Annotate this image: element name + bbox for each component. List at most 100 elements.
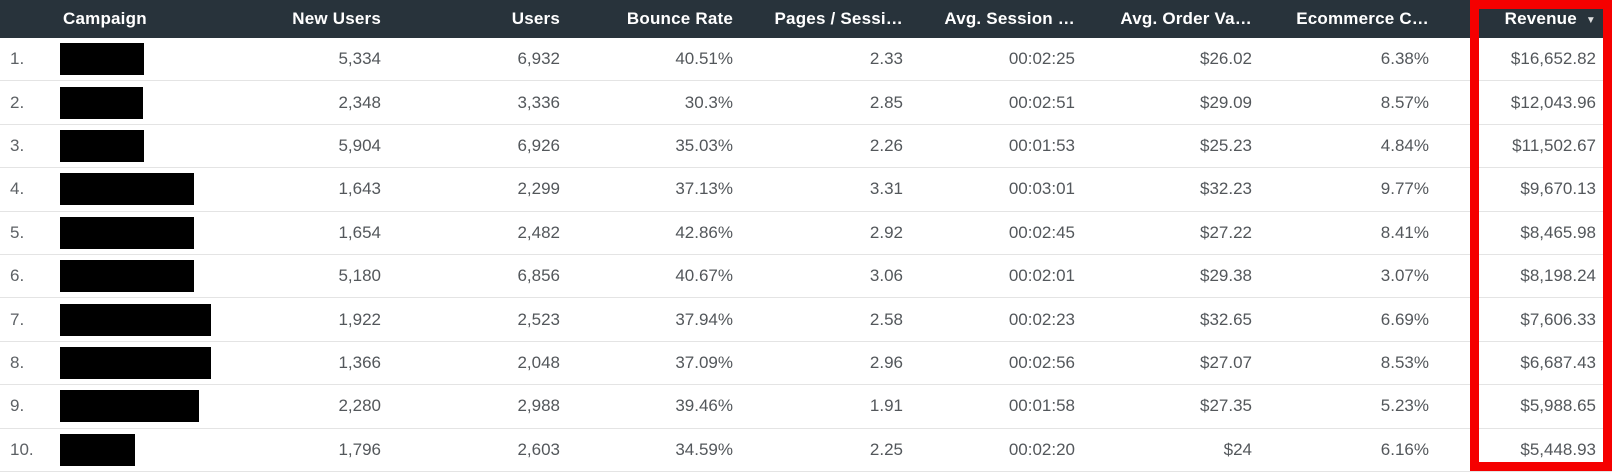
cell-new-users: 5,180 xyxy=(338,266,381,286)
cell-avg-session-duration: 00:02:56 xyxy=(1008,352,1075,372)
cell-users: 2,988 xyxy=(517,396,560,416)
redacted-campaign-name xyxy=(60,86,143,119)
cell-revenue: $8,465.98 xyxy=(1520,222,1596,242)
cell-revenue: $6,687.43 xyxy=(1520,352,1596,372)
cell-new-users: 1,654 xyxy=(338,222,381,242)
cell-users: 6,932 xyxy=(517,49,560,69)
redacted-campaign-name xyxy=(60,433,135,466)
redacted-campaign-name xyxy=(60,260,194,293)
cell-users: 6,926 xyxy=(517,135,560,155)
row-index: 6. xyxy=(10,266,25,286)
cell-new-users: 1,643 xyxy=(338,179,381,199)
cell-bounce-rate: 39.46% xyxy=(675,396,733,416)
cell-avg-order-value: $24 xyxy=(1223,439,1252,459)
column-header-new-users[interactable]: New Users xyxy=(292,9,381,28)
cell-bounce-rate: 35.03% xyxy=(675,135,733,155)
cell-users: 2,482 xyxy=(517,222,560,242)
campaign-cell: 9. xyxy=(0,385,211,427)
campaign-cell: 1. xyxy=(0,38,211,80)
column-header-users[interactable]: Users xyxy=(511,9,560,28)
row-index: 5. xyxy=(10,222,25,242)
cell-pages-per-session: 2.85 xyxy=(869,92,903,112)
cell-new-users: 1,922 xyxy=(338,309,381,329)
table-body: 1. 5,334 6,932 40.51% 2.33 00:02:25 $26.02 6.38… xyxy=(0,38,1612,472)
row-index: 4. xyxy=(10,179,25,199)
column-header-pages-per-session[interactable]: Pages / Sessi… xyxy=(774,9,903,28)
sort-descending-icon[interactable]: ▼ xyxy=(1585,14,1596,26)
cell-avg-order-value: $26.02 xyxy=(1200,49,1252,69)
cell-bounce-rate: 37.13% xyxy=(675,179,733,199)
cell-bounce-rate: 40.51% xyxy=(675,49,733,69)
row-index: 3. xyxy=(10,135,25,155)
table-row: 8. 1,366 2,048 37.09% 2.96 00:02:56 $27.07 8.53… xyxy=(0,341,1612,386)
cell-ecommerce-conversion-rate: 4.84% xyxy=(1380,135,1429,155)
campaign-cell: 7. xyxy=(0,298,211,340)
cell-ecommerce-conversion-rate: 3.07% xyxy=(1380,266,1429,286)
row-index: 7. xyxy=(10,309,25,329)
redacted-campaign-name xyxy=(60,303,211,336)
table-row: 9. 2,280 2,988 39.46% 1.91 00:01:58 $27.35 5.23… xyxy=(0,385,1612,429)
cell-ecommerce-conversion-rate: 9.77% xyxy=(1380,179,1429,199)
redacted-campaign-name xyxy=(60,346,211,379)
cell-ecommerce-conversion-rate: 5.23% xyxy=(1380,396,1429,416)
cell-avg-session-duration: 00:02:51 xyxy=(1008,92,1075,112)
cell-avg-session-duration: 00:02:23 xyxy=(1008,309,1075,329)
column-header-bounce-rate[interactable]: Bounce Rate xyxy=(626,9,733,28)
cell-avg-session-duration: 00:02:25 xyxy=(1008,49,1075,69)
cell-pages-per-session: 2.96 xyxy=(869,352,903,372)
cell-users: 2,603 xyxy=(517,439,560,459)
cell-avg-order-value: $29.38 xyxy=(1200,266,1252,286)
cell-revenue: $9,670.13 xyxy=(1520,179,1596,199)
cell-avg-order-value: $32.23 xyxy=(1200,179,1252,199)
redacted-campaign-name xyxy=(60,43,144,76)
campaign-cell: 5. xyxy=(0,212,211,254)
cell-avg-session-duration: 00:02:20 xyxy=(1008,439,1075,459)
cell-revenue: $8,198.24 xyxy=(1520,266,1596,286)
cell-bounce-rate: 30.3% xyxy=(684,92,733,112)
cell-avg-session-duration: 00:02:01 xyxy=(1008,266,1075,286)
row-index: 8. xyxy=(10,352,25,372)
column-header-avg-session[interactable]: Avg. Session … xyxy=(944,9,1075,28)
column-header-avg-order-value[interactable]: Avg. Order Va… xyxy=(1120,9,1252,28)
cell-pages-per-session: 2.33 xyxy=(869,49,903,69)
cell-revenue: $12,043.96 xyxy=(1510,92,1596,112)
table-row: 5. 1,654 2,482 42.86% 2.92 00:02:45 $27.22 8.41… xyxy=(0,211,1612,255)
cell-pages-per-session: 2.92 xyxy=(869,222,903,242)
cell-revenue: $5,988.65 xyxy=(1520,396,1596,416)
cell-pages-per-session: 3.31 xyxy=(869,179,903,199)
row-index: 1. xyxy=(10,49,25,69)
cell-avg-session-duration: 00:03:01 xyxy=(1008,179,1075,199)
cell-avg-order-value: $32.65 xyxy=(1200,309,1252,329)
cell-new-users: 1,366 xyxy=(338,352,381,372)
cell-pages-per-session: 3.06 xyxy=(869,266,903,286)
cell-bounce-rate: 42.86% xyxy=(675,222,733,242)
cell-pages-per-session: 2.58 xyxy=(869,309,903,329)
row-index: 9. xyxy=(10,396,25,416)
table-header-row: Campaign New Users Users Bounce Rate Pag… xyxy=(0,0,1612,38)
campaign-cell: 8. xyxy=(0,342,211,384)
cell-users: 2,523 xyxy=(517,309,560,329)
cell-revenue: $5,448.93 xyxy=(1520,439,1596,459)
table-row: 6. 5,180 6,856 40.67% 3.06 00:02:01 $29.38 3.07… xyxy=(0,254,1612,299)
table-row: 10. 1,796 2,603 34.59% 2.25 00:02:20 $24 6.16% $… xyxy=(0,428,1612,472)
cell-ecommerce-conversion-rate: 8.41% xyxy=(1380,222,1429,242)
cell-new-users: 5,334 xyxy=(338,49,381,69)
cell-avg-session-duration: 00:01:53 xyxy=(1008,135,1075,155)
cell-pages-per-session: 2.26 xyxy=(869,135,903,155)
column-header-ecommerce-cr[interactable]: Ecommerce C… xyxy=(1296,9,1429,28)
cell-new-users: 1,796 xyxy=(338,439,381,459)
cell-avg-order-value: $25.23 xyxy=(1200,135,1252,155)
cell-avg-session-duration: 00:02:45 xyxy=(1008,222,1075,242)
cell-revenue: $11,502.67 xyxy=(1512,135,1596,155)
cell-bounce-rate: 40.67% xyxy=(675,266,733,286)
redacted-campaign-name xyxy=(60,216,194,249)
row-index: 2. xyxy=(10,92,25,112)
cell-new-users: 2,280 xyxy=(338,396,381,416)
campaign-cell: 10. xyxy=(0,429,211,471)
campaign-cell: 4. xyxy=(0,168,211,210)
column-header-revenue-label: Revenue xyxy=(1504,9,1577,28)
cell-users: 2,299 xyxy=(517,179,560,199)
column-header-campaign[interactable]: Campaign xyxy=(63,9,147,28)
table-row: 2. 2,348 3,336 30.3% 2.85 00:02:51 $29.09 8.57%… xyxy=(0,81,1612,125)
column-header-revenue[interactable]: Revenue ▼ xyxy=(1429,0,1612,38)
